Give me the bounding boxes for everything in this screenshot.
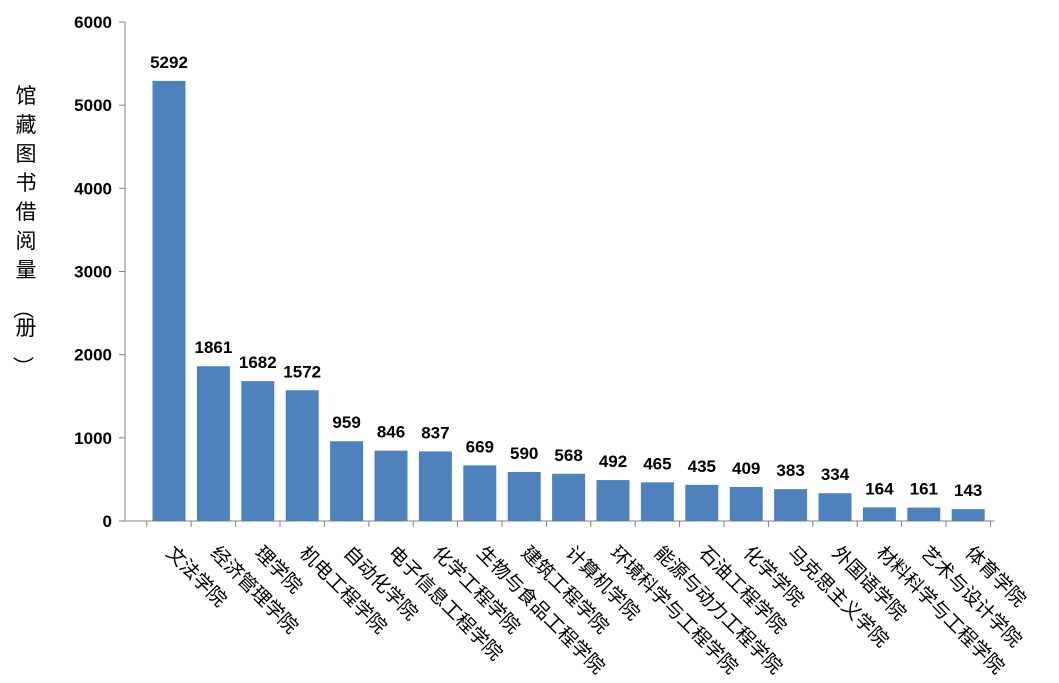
bar <box>596 480 630 521</box>
bar <box>196 366 230 521</box>
data-labels: 5292 1861 1682 1572 959 846 837 669 590 568 492 465… <box>150 53 982 500</box>
y-axis-label: 馆藏图书借阅量（册） <box>11 84 37 377</box>
data-label: 143 <box>954 481 982 500</box>
bars <box>152 80 985 521</box>
y-tick-label: 5000 <box>74 96 112 115</box>
data-label: 383 <box>776 461 804 480</box>
bar <box>418 451 452 521</box>
bar <box>330 441 364 521</box>
bar <box>241 381 275 521</box>
y-tick-label: 6000 <box>74 13 112 32</box>
bar <box>640 482 674 521</box>
data-label: 1682 <box>239 353 277 372</box>
data-label: 5292 <box>150 53 188 72</box>
data-label: 334 <box>821 465 850 484</box>
data-label: 568 <box>554 446 582 465</box>
bar <box>463 465 497 521</box>
data-label: 161 <box>910 480 938 499</box>
data-label: 669 <box>466 437 494 456</box>
bar <box>862 507 896 521</box>
data-label: 959 <box>332 413 360 432</box>
bar <box>774 489 808 521</box>
bar <box>951 509 985 521</box>
data-label: 1861 <box>194 338 232 357</box>
y-tick-label: 1000 <box>74 429 112 448</box>
y-tick-label: 4000 <box>74 179 112 198</box>
data-label: 409 <box>732 459 760 478</box>
data-label: 164 <box>865 479 894 498</box>
bar <box>818 493 852 521</box>
bar <box>152 80 186 521</box>
bar <box>907 507 941 521</box>
data-label: 846 <box>377 423 405 442</box>
bar <box>374 450 408 521</box>
y-tick-label: 2000 <box>74 346 112 365</box>
data-label: 465 <box>643 454 671 473</box>
data-label: 435 <box>688 457 716 476</box>
data-label: 837 <box>421 423 449 442</box>
data-label: 590 <box>510 444 538 463</box>
bar <box>685 484 719 521</box>
bar <box>507 471 541 521</box>
y-tick-label: 3000 <box>74 263 112 282</box>
data-label: 492 <box>599 452 627 471</box>
bar <box>552 473 586 521</box>
category-labels: 文法学院经济管理学院理学院机电工程学院自动化学院电子信息工程学院化学工程学院生物… <box>161 542 1030 678</box>
axes: 0 1000 2000 3000 4000 5000 6000 <box>74 13 995 531</box>
bar <box>285 390 319 521</box>
data-label: 1572 <box>283 362 321 381</box>
bar <box>729 486 763 521</box>
y-tick-label: 0 <box>103 512 112 531</box>
